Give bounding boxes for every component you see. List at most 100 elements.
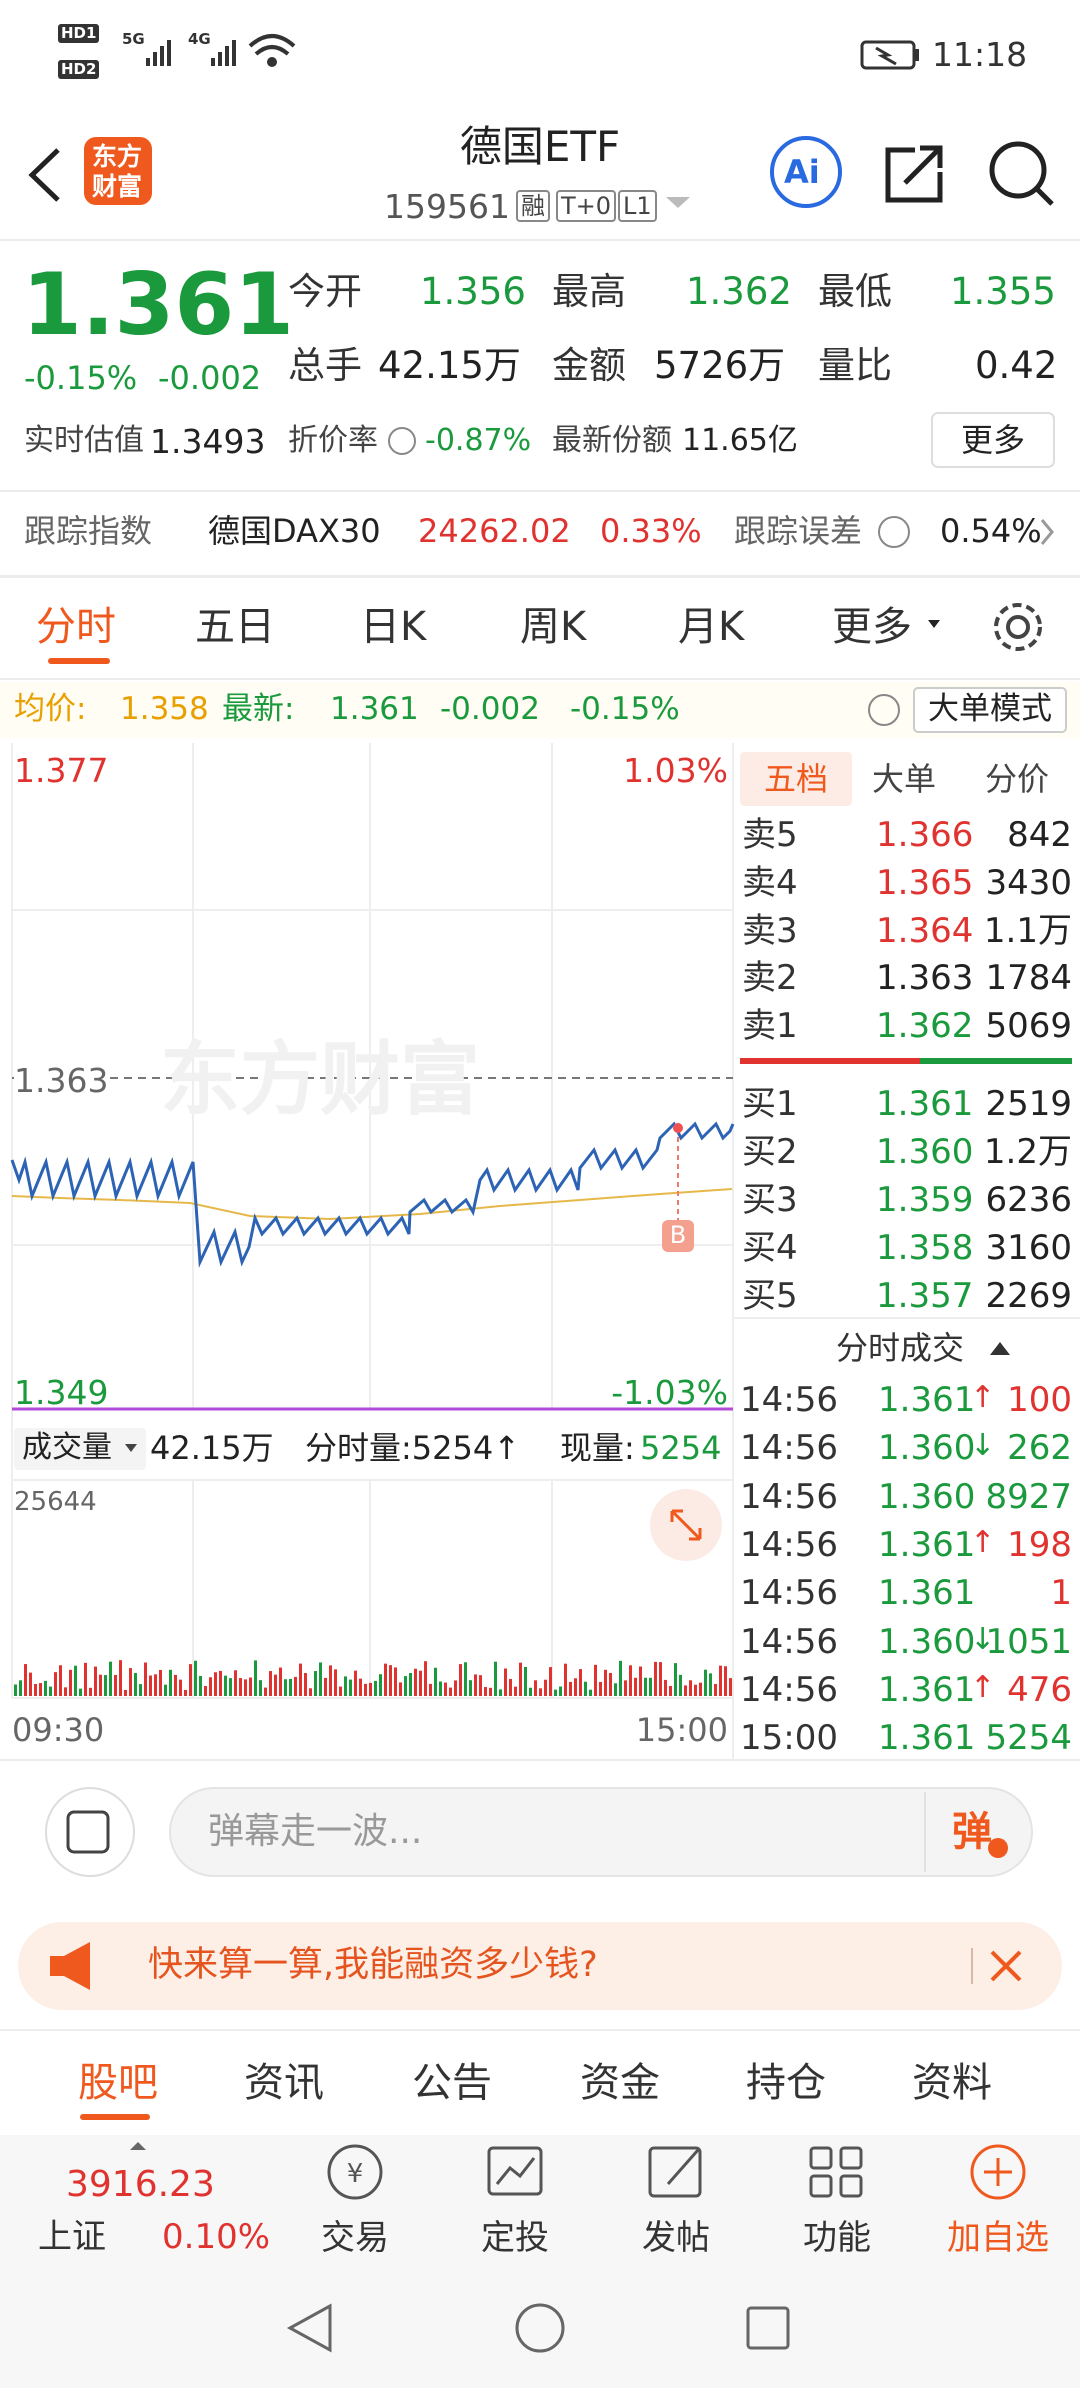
volume-bar	[594, 1664, 597, 1696]
bottom-tab[interactable]: 资金	[580, 2060, 660, 2106]
more-label[interactable]: 更多	[960, 421, 1025, 459]
logo-text: 财富	[92, 172, 143, 201]
volume-bar	[19, 1680, 22, 1696]
price-high: 1.377	[14, 751, 109, 790]
chart-tab[interactable]: 日K	[360, 604, 427, 650]
volume-bar	[174, 1674, 177, 1696]
volume-bar	[644, 1677, 647, 1696]
volume-bar	[49, 1686, 52, 1696]
book-tab[interactable]: 大单	[872, 760, 937, 798]
book-tab[interactable]: 五档	[763, 760, 828, 798]
volume-bar	[144, 1662, 147, 1696]
settings-icon	[994, 603, 1042, 651]
volume-bar	[384, 1663, 387, 1696]
chart-tab[interactable]: 周K	[520, 604, 587, 650]
chart-tab[interactable]: 五日	[195, 604, 275, 650]
danmaku-button[interactable]: 弹	[952, 1809, 992, 1855]
volume-bar	[599, 1681, 602, 1696]
network-label: 5G	[122, 30, 145, 48]
nav-back[interactable]	[286, 2303, 332, 2353]
error-label: 跟踪误差	[734, 512, 863, 550]
banner-bg	[18, 1922, 1062, 2010]
ai-label[interactable]: Ai	[784, 153, 820, 191]
bottom-tab[interactable]: 持仓	[746, 2060, 826, 2106]
book-tab[interactable]: 分价	[985, 760, 1050, 798]
book-label: 卖5	[742, 815, 798, 855]
volume-bar	[429, 1683, 432, 1696]
volume-select[interactable]	[14, 1428, 146, 1470]
book-price: 1.357	[876, 1276, 974, 1316]
volume-bar	[289, 1678, 292, 1696]
nav-home[interactable]	[515, 2303, 565, 2353]
volume-bar	[449, 1687, 452, 1696]
comment-icon[interactable]	[66, 1810, 110, 1854]
volume-bar	[659, 1662, 662, 1696]
toolbar-item[interactable]: 发帖	[642, 2218, 710, 2258]
index-pct: 0.10%	[162, 2217, 271, 2257]
volume-bar	[484, 1687, 487, 1696]
pct-high: 1.03%	[623, 751, 728, 790]
bottom-tab[interactable]: 资讯	[244, 2060, 324, 2106]
volume-bar	[184, 1689, 187, 1696]
volume-bar	[524, 1666, 527, 1696]
volume-bar	[724, 1666, 727, 1696]
trades-title: 分时成交	[836, 1329, 965, 1367]
book-label: 卖2	[742, 958, 798, 999]
volume-bar	[649, 1677, 652, 1696]
volume-bar	[124, 1689, 127, 1696]
change-pct: -0.15%	[24, 359, 138, 397]
book-label: 买2	[742, 1132, 798, 1172]
avg-value: 1.358	[120, 691, 209, 727]
toolbar-item[interactable]: 功能	[803, 2218, 871, 2258]
volume-bar	[434, 1667, 437, 1696]
comment-input[interactable]	[169, 1787, 1033, 1877]
chart-tab[interactable]: 更多	[832, 604, 912, 650]
more-button[interactable]	[931, 412, 1055, 468]
chart-tab[interactable]: 月K	[678, 604, 745, 650]
volume-bar	[254, 1660, 257, 1696]
chart-tab[interactable]: 分时	[36, 604, 116, 650]
volume-bar	[494, 1661, 497, 1696]
bottom-tab[interactable]: 资料	[912, 2060, 992, 2106]
volume-bar	[164, 1684, 167, 1696]
toolbar-item[interactable]: 定投	[481, 2218, 549, 2258]
signal-icon	[146, 40, 236, 66]
nav-recent[interactable]	[746, 2306, 790, 2350]
banner-text[interactable]: 快来算一算,我能融资多少钱?	[148, 1945, 598, 1985]
last-label: 最新:	[222, 691, 295, 727]
volume-bar	[249, 1677, 252, 1696]
tracking-value: 24262.02	[418, 512, 571, 550]
field-value: 5726万	[654, 344, 786, 387]
volume-bar	[179, 1679, 182, 1696]
volume-label[interactable]: 成交量	[22, 1430, 112, 1465]
logo-bg	[84, 137, 152, 205]
volume-bar	[604, 1669, 607, 1696]
volume-bar	[149, 1675, 152, 1696]
volume-bar	[189, 1664, 192, 1696]
volume-bar	[99, 1674, 102, 1696]
last-price: 1.361	[22, 255, 295, 355]
stock-code: 159561	[384, 187, 510, 226]
volume-bar	[329, 1665, 332, 1696]
comment-placeholder[interactable]: 弹幕走一波...	[208, 1811, 423, 1852]
book-volume: 842	[1007, 815, 1072, 855]
bottom-tab[interactable]: 股吧	[78, 2060, 158, 2106]
current-volume: 5254	[640, 1429, 722, 1467]
mode-button[interactable]	[913, 687, 1067, 733]
volume-bar	[619, 1660, 622, 1696]
volume-bar	[94, 1666, 97, 1696]
trade-direction: ↑	[970, 1669, 996, 1705]
close-icon[interactable]	[990, 1950, 1022, 1982]
volume-bar	[574, 1678, 577, 1696]
book-label: 买1	[742, 1084, 798, 1124]
volume-bar	[299, 1663, 302, 1696]
trade-volume: 5254	[985, 1718, 1072, 1759]
book-volume: 6236	[985, 1180, 1072, 1220]
toolbar-item[interactable]: 交易	[321, 2218, 389, 2258]
toolbar-item[interactable]: 加自选	[947, 2218, 1049, 2258]
mode-label[interactable]: 大单模式	[928, 691, 1052, 727]
bottom-tab[interactable]: 公告	[412, 2060, 492, 2106]
volume-bar	[499, 1689, 502, 1696]
trade-volume: 476	[1007, 1669, 1072, 1710]
